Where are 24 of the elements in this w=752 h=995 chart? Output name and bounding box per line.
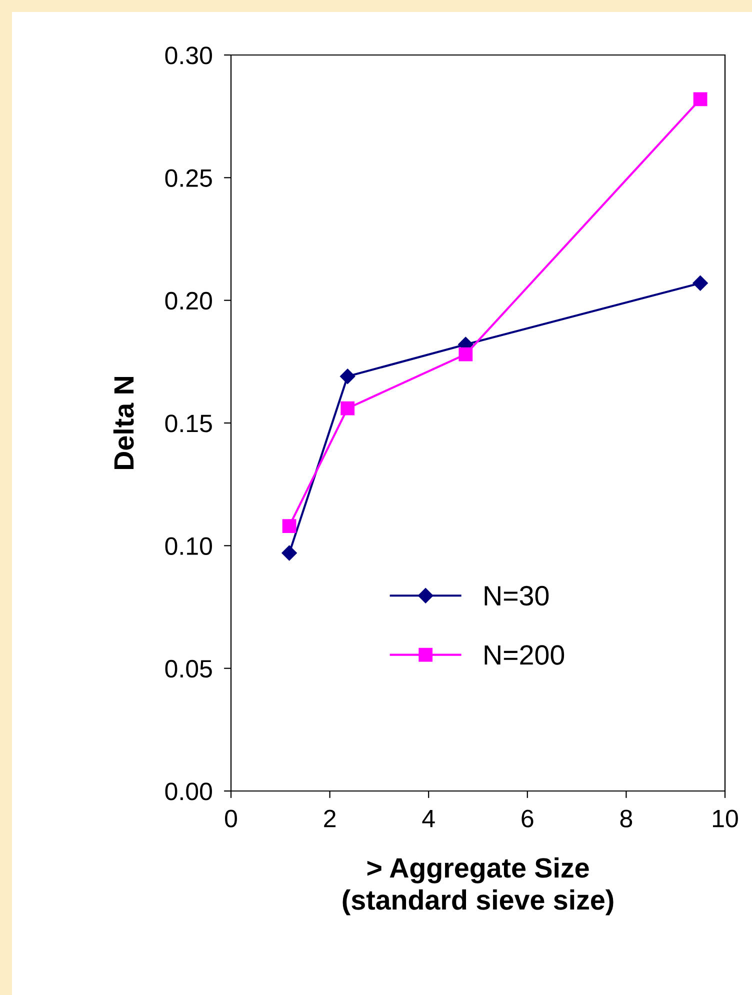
y-tick-label: 0.10 [165, 537, 212, 555]
x-tick-label: 0 [225, 810, 237, 828]
y-tick-label: 0.15 [165, 414, 212, 432]
point [340, 368, 356, 384]
x-tick-label: 8 [620, 810, 632, 828]
legend-label: N=200 [484, 645, 564, 665]
point [340, 401, 355, 416]
point [458, 347, 473, 362]
x-tick-label: 4 [422, 810, 435, 828]
point [693, 92, 708, 106]
y-tick-label: 0.20 [165, 292, 212, 310]
y-axis-title: Delta N [113, 377, 134, 469]
legend-label: N=30 [484, 586, 549, 606]
point [282, 545, 297, 561]
y-tick-label: 0.25 [165, 169, 212, 187]
x-axis-title: > Aggregate Size (standard sieve size) [342, 857, 614, 916]
y-tick-label: 0.00 [165, 782, 212, 800]
x-tick-label: 2 [324, 810, 336, 828]
point [692, 276, 708, 291]
y-tick-label: 0.30 [165, 46, 212, 64]
x-tick-label: 6 [522, 810, 534, 828]
point [282, 519, 296, 533]
x-tick-label: 10 [713, 810, 738, 828]
y-tick-label: 0.05 [165, 660, 212, 678]
